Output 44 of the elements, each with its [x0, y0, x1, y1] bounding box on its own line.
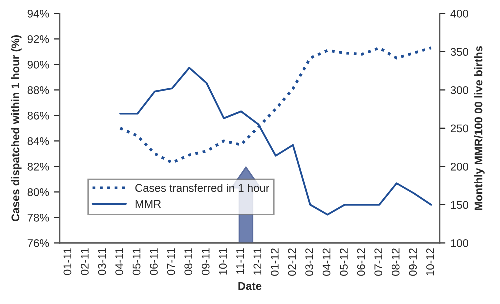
x-tick-label: 10-12: [426, 248, 434, 276]
y-tick-label: 80%: [28, 188, 50, 196]
y2-tick-label: 250: [450, 124, 469, 133]
x-tick-label: 09-12: [409, 248, 418, 276]
legend-label: Cases transferred in 1 hour: [136, 184, 270, 192]
y-tick-label: 82%: [28, 162, 50, 171]
x-tick-label: 03-12: [306, 248, 314, 276]
y-tick-label: 88%: [28, 86, 50, 94]
x-tick-label: 08-11: [184, 248, 193, 276]
x-tick-label: 06-12: [357, 248, 366, 276]
y2-tick-label: 350: [450, 48, 469, 56]
x-tick-label: 01-11: [64, 248, 72, 276]
x-tick-label: 01-12: [271, 248, 279, 276]
x-tick-label: 07-11: [167, 248, 176, 276]
y-tick-label: 86%: [28, 112, 50, 120]
legend-label: MMR: [136, 200, 162, 208]
y-tick-label: 84%: [28, 137, 50, 146]
y-tick-label: 94%: [28, 10, 50, 18]
y-tick-label: 92%: [28, 35, 50, 44]
y2-axis-title: Monthly MMR/100 00 live births: [474, 46, 485, 210]
y2-tick-label: 100: [451, 239, 469, 248]
y-tick-label: 76%: [28, 239, 50, 248]
x-tick-label: 12-11: [254, 248, 262, 275]
x-tick-label: 03-11: [98, 248, 106, 276]
x-tick-label: 02-12: [288, 248, 296, 276]
y2-tick-label: 400: [450, 10, 469, 18]
y2-tick-label: 300: [450, 86, 469, 94]
x-tick-label: 09-11: [202, 248, 210, 276]
x-tick-label: 10-11: [219, 248, 228, 275]
x-tick-label: 04-11: [116, 248, 124, 276]
x-tick-label: 11-11: [236, 248, 244, 274]
x-tick-label: 05-11: [132, 248, 141, 276]
y2-tick-label: 150: [451, 201, 469, 210]
y2-tick-label: 200: [450, 162, 469, 171]
y-tick-label: 78%: [28, 214, 50, 222]
x-tick-label: 02-11: [81, 248, 89, 276]
x-tick-label: 07-12: [374, 248, 383, 276]
y-axis-title: Cases dispatched within 1 hour (%): [11, 35, 22, 222]
x-axis-title: Date: [238, 282, 262, 290]
x-tick-label: 04-12: [322, 248, 331, 276]
x-tick-label: 05-12: [340, 248, 348, 276]
x-tick-label: 06-11: [150, 248, 158, 276]
y-tick-label: 90%: [28, 60, 50, 69]
x-tick-label: 08-12: [392, 248, 400, 276]
